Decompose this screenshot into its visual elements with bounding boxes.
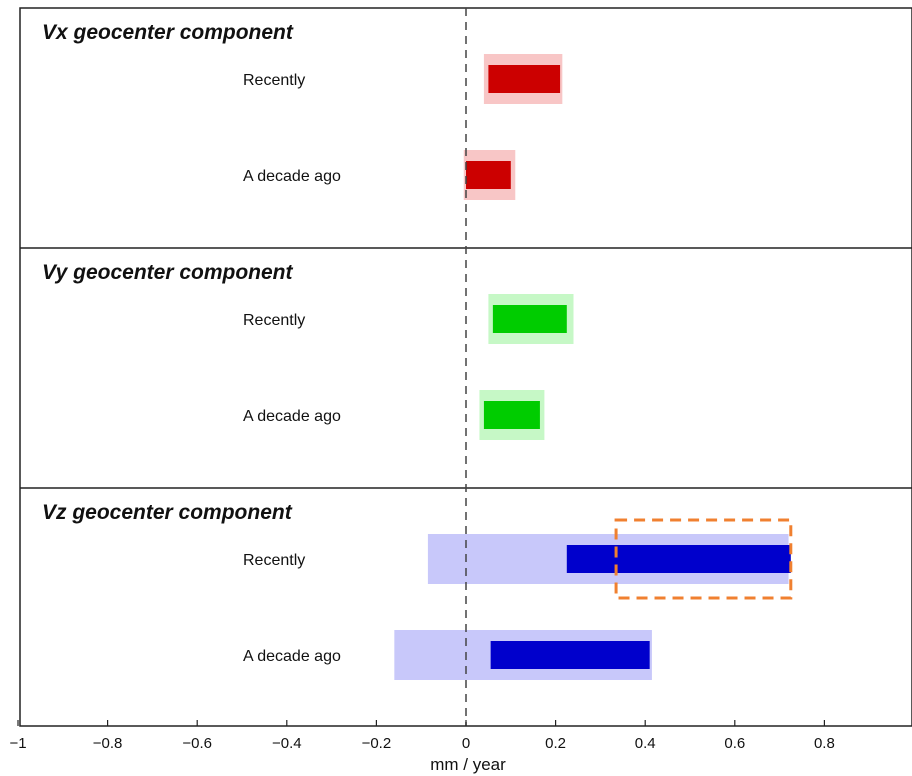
row-label: A decade ago [243,168,341,185]
panel: Recently A decade ago Vz geocenter compone… [42,501,793,680]
row-label: Recently [243,552,305,569]
x-tick-label: −0.6 [182,735,212,752]
inner-range-bar [466,161,511,189]
x-tick-label: −1 [9,735,26,752]
x-axis: −1 −0.8 −0.6 −0.4 −0.2 0 0.2 0.4 0.6 0.8 [9,720,835,752]
row-label: A decade ago [243,648,341,665]
panels-layer: Recently A decade ago Vx geocenter compone… [19,7,912,727]
inner-range-bar [483,401,540,429]
x-axis-label: mm / year [430,755,506,774]
x-tick-label: 0.4 [635,735,656,752]
x-tick-label: 0.6 [724,735,745,752]
x-tick-label: −0.4 [272,735,302,752]
x-tick-label: 0 [462,735,470,752]
inner-range-bar [492,305,567,333]
inner-range-bar [488,65,561,93]
x-tick-label: −0.2 [362,735,392,752]
inner-range-bar [490,641,650,669]
x-tick-label: 0.8 [814,735,835,752]
panel: Recently A decade ago Vx geocenter compone… [42,21,563,200]
row-label: Recently [243,72,305,89]
panel-title: Vy geocenter component [42,261,294,284]
panel-title: Vz geocenter component [42,501,293,524]
panel: Recently A decade ago Vy geocenter compone… [42,261,574,440]
x-tick-label: −0.8 [93,735,123,752]
inner-range-bar [566,545,791,573]
row-label: A decade ago [243,408,341,425]
row-label: Recently [243,312,305,329]
plot-frame [19,7,912,727]
panel-title: Vx geocenter component [42,21,294,44]
x-tick-label: 0.2 [545,735,566,752]
